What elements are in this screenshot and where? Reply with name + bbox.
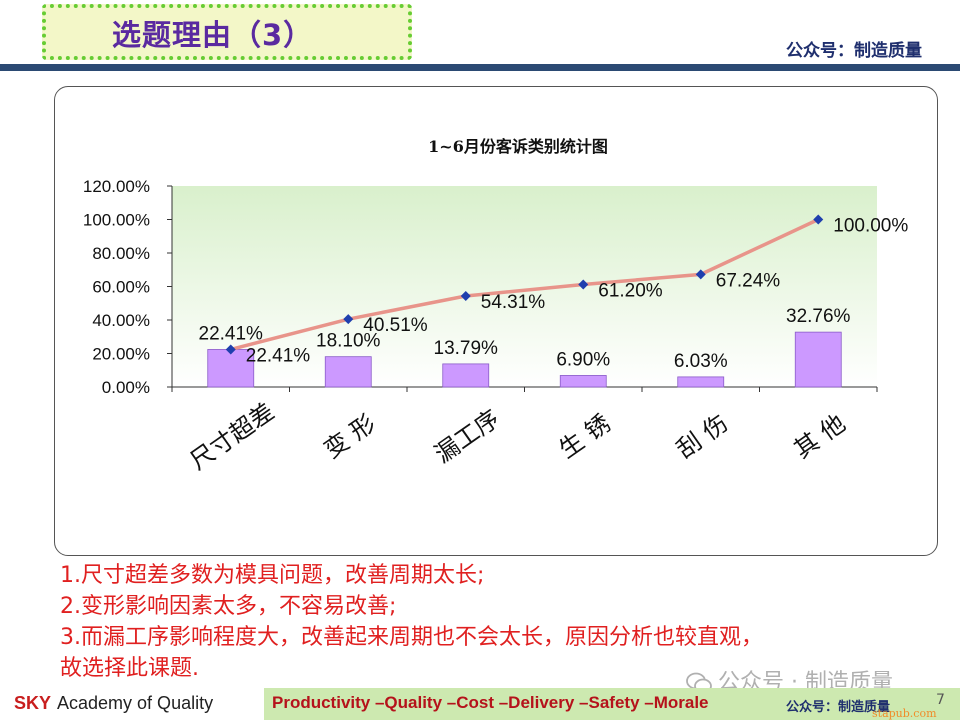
chart-title: 1~6月份客诉类别统计图	[428, 137, 608, 156]
category-label: 刮 伤	[671, 409, 733, 464]
category-label: 尺寸超差	[185, 397, 280, 475]
cumulative-marker	[460, 291, 471, 302]
category-label: 变 形	[319, 409, 381, 464]
cumulative-data-label: 40.51%	[363, 315, 428, 336]
bar-data-label: 32.76%	[786, 306, 851, 327]
y-tick-label: 60.00%	[92, 278, 150, 297]
cumulative-data-label: 61.20%	[598, 280, 663, 301]
footer-brand-name: Academy of Quality	[57, 693, 214, 713]
chart-panel: 1~6月份客诉类别统计图 0.00% 20.00% 40.00% 60.00% 80.0…	[54, 86, 938, 556]
bar-data-label: 6.90%	[556, 349, 610, 370]
footer-url: stapub.com	[872, 707, 937, 720]
bar	[442, 363, 490, 388]
footer-bar: Productivity –Quality –Cost –Delivery –S…	[264, 688, 960, 720]
footer-brand: SKY Academy of Quality	[14, 693, 213, 714]
pareto-chart: 1~6月份客诉类别统计图 0.00% 20.00% 40.00% 60.00% 80.0…	[83, 137, 908, 475]
cumulative-marker	[343, 314, 354, 325]
bar	[559, 375, 607, 388]
cumulative-line	[230, 217, 819, 352]
slide-title-box	[42, 4, 412, 60]
footer-brand-mark: SKY	[14, 693, 52, 713]
cumulative-marker	[813, 214, 824, 225]
cumulative-data-label: 67.24%	[716, 270, 781, 291]
cumulative-data-label: 22.41%	[246, 345, 311, 366]
cumulative-marker	[578, 279, 589, 290]
y-tick-label: 20.00%	[92, 345, 150, 364]
cumulative-data-label: 54.31%	[481, 292, 546, 313]
note-line-1: 1.尺寸超差多数为模具问题，改善周期太长;	[60, 563, 485, 588]
bar-data-label: 18.10%	[316, 331, 381, 352]
y-tick-label: 0.00%	[102, 378, 150, 397]
page-number: 7	[936, 692, 945, 708]
category-label: 其 他	[789, 409, 851, 464]
plot-background	[172, 186, 877, 387]
footer-account: 公众号：制造质量	[786, 700, 891, 715]
bar	[207, 349, 255, 388]
bar	[677, 376, 725, 388]
cumulative-marker	[225, 344, 236, 355]
cumulative-data-label: 100.00%	[833, 216, 908, 237]
header-account: 公众号：制造质量	[786, 41, 922, 61]
note-line-3: 3.而漏工序影响程度大，改善起来周期也不会太长，原因分析也较直观，	[60, 625, 763, 650]
bar-data-label: 13.79%	[434, 338, 499, 359]
footer: SKY Academy of Quality Productivity –Qual…	[0, 688, 960, 720]
category-label: 生 锈	[554, 409, 616, 464]
header-divider	[0, 64, 960, 71]
footer-slogan: Productivity –Quality –Cost –Delivery –S…	[272, 693, 709, 712]
bar	[794, 331, 842, 388]
reason-notes: 1.尺寸超差多数为模具问题，改善周期太长; 2.变形影响因素太多，不容易改善; …	[60, 560, 940, 684]
category-label: 漏工序	[430, 404, 505, 468]
y-tick-label: 40.00%	[92, 311, 150, 330]
note-line-2: 2.变形影响因素太多，不容易改善;	[60, 594, 397, 619]
y-tick-label: 100.00%	[83, 211, 150, 230]
y-tick-label: 80.00%	[92, 244, 150, 263]
bar-data-label: 6.03%	[674, 351, 728, 372]
bar-data-label: 22.41%	[199, 323, 264, 344]
slide-title: 选题理由（3）	[112, 18, 314, 52]
bar	[324, 356, 372, 388]
cumulative-marker	[695, 269, 706, 280]
y-tick-label: 120.00%	[83, 177, 150, 196]
note-line-4: 故选择此课题.	[60, 656, 199, 681]
